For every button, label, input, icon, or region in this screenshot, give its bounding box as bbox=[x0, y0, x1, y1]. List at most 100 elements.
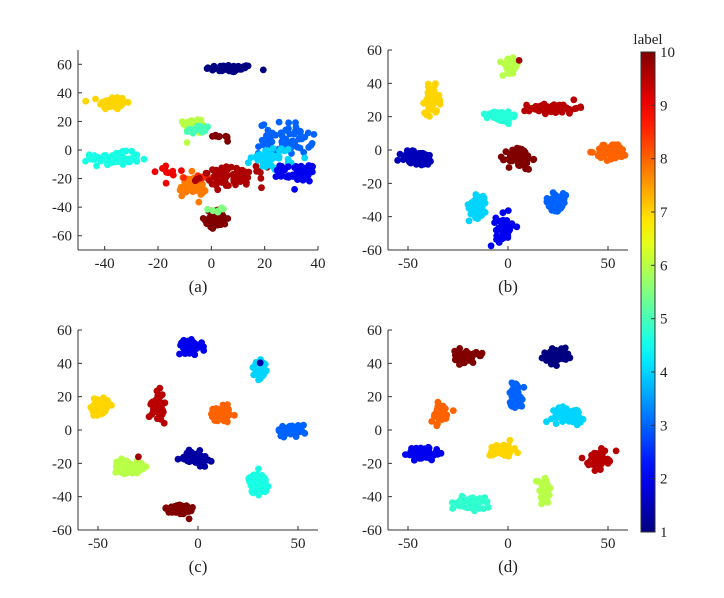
cluster-label-1.3 bbox=[174, 446, 215, 470]
data-point bbox=[487, 242, 495, 250]
y-tick-label: 60 bbox=[367, 43, 382, 59]
data-point bbox=[183, 128, 191, 136]
data-point bbox=[441, 411, 449, 419]
data-point bbox=[114, 155, 121, 163]
data-point bbox=[603, 157, 611, 165]
data-point bbox=[512, 391, 520, 399]
data-point bbox=[291, 186, 298, 193]
data-point bbox=[472, 191, 480, 198]
data-point bbox=[212, 169, 220, 177]
data-point bbox=[469, 203, 477, 211]
x-tick-label: 0 bbox=[194, 536, 202, 552]
data-point bbox=[218, 164, 226, 172]
data-point bbox=[162, 179, 170, 187]
data-point bbox=[259, 66, 267, 74]
data-point bbox=[184, 337, 192, 345]
data-point bbox=[297, 128, 304, 136]
data-point bbox=[543, 418, 550, 426]
data-point bbox=[182, 505, 190, 513]
data-point bbox=[305, 166, 313, 174]
y-tick-label: 0 bbox=[65, 423, 73, 439]
data-point bbox=[424, 80, 432, 88]
data-point bbox=[540, 488, 548, 495]
data-point bbox=[210, 413, 218, 421]
data-point bbox=[217, 62, 224, 70]
data-point bbox=[206, 221, 214, 229]
data-point bbox=[98, 401, 106, 409]
data-point bbox=[505, 164, 513, 171]
y-tick-label: 40 bbox=[367, 76, 382, 92]
data-point bbox=[425, 87, 433, 94]
data-point bbox=[428, 418, 436, 425]
data-point bbox=[501, 449, 508, 456]
data-point bbox=[458, 492, 466, 500]
y-tick-label: -60 bbox=[52, 523, 72, 539]
data-point bbox=[255, 465, 262, 473]
y-tick-label: 60 bbox=[57, 57, 72, 73]
x-tick-label: -40 bbox=[95, 256, 115, 272]
data-point bbox=[478, 349, 486, 357]
scatter-points bbox=[87, 336, 309, 523]
subplot-d: -50 0 50 -60 -40 -20 0 20 40 60 (d) bbox=[362, 323, 628, 576]
cluster-label-5.5 bbox=[204, 204, 227, 216]
data-point bbox=[295, 168, 302, 175]
data-point bbox=[224, 401, 231, 408]
data-point bbox=[296, 134, 303, 142]
cluster-label-9 bbox=[151, 162, 185, 187]
y-tick-label: 60 bbox=[367, 323, 382, 339]
data-point bbox=[151, 168, 159, 176]
data-point bbox=[502, 148, 510, 156]
data-point bbox=[561, 410, 569, 418]
cluster-label-8 bbox=[587, 141, 629, 165]
data-point bbox=[255, 491, 263, 499]
y-tick-label: -20 bbox=[362, 456, 382, 472]
colorbar-tick-label: 9 bbox=[660, 98, 668, 114]
cluster-label-1.3 bbox=[256, 359, 264, 367]
data-point bbox=[93, 162, 100, 170]
data-point bbox=[532, 477, 540, 485]
data-point bbox=[255, 376, 262, 384]
y-tick-label: 60 bbox=[57, 323, 72, 339]
data-point bbox=[515, 57, 523, 64]
data-point bbox=[543, 198, 551, 206]
subplot-a: -40 -20 0 20 40 -60 -40 -20 0 20 40 60 (a) bbox=[52, 50, 326, 296]
data-point bbox=[205, 177, 213, 184]
data-point bbox=[111, 95, 119, 103]
data-point bbox=[221, 214, 229, 222]
data-point bbox=[165, 509, 173, 516]
data-point bbox=[121, 463, 129, 471]
data-point bbox=[513, 223, 521, 231]
data-point bbox=[128, 463, 136, 471]
data-point bbox=[510, 113, 518, 121]
data-point bbox=[504, 56, 511, 63]
data-point bbox=[434, 398, 442, 406]
plot-area bbox=[388, 330, 628, 530]
data-point bbox=[200, 347, 208, 354]
data-point bbox=[180, 174, 188, 182]
cluster-label-5 bbox=[183, 122, 212, 137]
data-point bbox=[521, 107, 528, 115]
cluster-label-3 bbox=[506, 379, 528, 411]
data-point bbox=[425, 443, 432, 451]
data-point bbox=[596, 449, 604, 456]
x-tick-label: -50 bbox=[398, 536, 418, 552]
cluster-label-4.6 bbox=[245, 465, 272, 499]
data-point bbox=[210, 62, 218, 70]
cluster-label-10 bbox=[497, 144, 538, 173]
y-tick-label: -60 bbox=[362, 523, 382, 539]
data-point bbox=[262, 136, 269, 144]
data-point bbox=[227, 163, 235, 171]
data-point bbox=[467, 210, 475, 218]
y-tick-label: -60 bbox=[362, 243, 382, 259]
y-tick-label: 0 bbox=[65, 143, 73, 159]
cluster-label-8 bbox=[208, 401, 238, 426]
subplot-b: -50 0 50 -60 -40 -20 0 20 40 60 (b) bbox=[362, 43, 629, 296]
data-point bbox=[602, 146, 610, 154]
data-point bbox=[209, 132, 216, 140]
data-point bbox=[559, 353, 567, 361]
cluster-label-4.6 bbox=[82, 147, 148, 170]
data-point bbox=[189, 450, 196, 457]
data-point bbox=[572, 104, 580, 112]
data-point bbox=[249, 482, 257, 490]
